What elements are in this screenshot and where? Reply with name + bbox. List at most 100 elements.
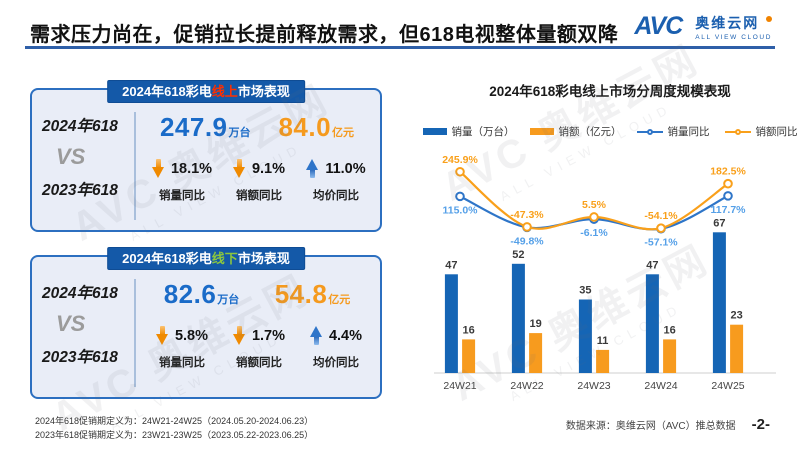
slide-footer: 数据来源：奥维云网（AVC）推总数据 -2- xyxy=(566,416,770,433)
online-highlight: 线上 xyxy=(211,84,238,99)
year-comparison: 2024年618 VS 2023年618 xyxy=(42,281,134,367)
line-point-marker xyxy=(656,223,666,233)
bar-value-label: 35 xyxy=(579,285,591,297)
revenue-yoy-metric: 1.7% 销额同比 xyxy=(223,326,295,370)
bar xyxy=(712,232,726,373)
down-arrow-icon xyxy=(151,159,165,178)
offline-highlight: 线下 xyxy=(211,251,238,266)
line-point-marker xyxy=(589,212,599,222)
legend-line-swatch-icon xyxy=(724,128,751,135)
x-tick-label: 24W25 xyxy=(711,380,744,392)
revenue-yoy-metric: 9.1% 销额同比 xyxy=(223,159,295,203)
sales-revenue-value: 84.0亿元 xyxy=(278,112,355,142)
bar-value-label: 16 xyxy=(663,324,675,336)
offline-panel-title: 2024年618彩电线下市场表现 xyxy=(107,247,305,270)
avc-logo-dot-icon xyxy=(766,16,772,22)
vertical-divider xyxy=(134,112,136,220)
x-tick-label: 24W22 xyxy=(510,380,543,392)
vertical-divider xyxy=(134,279,136,387)
avc-logo-cn: 奥维云网 xyxy=(695,14,760,31)
x-tick-label: 24W23 xyxy=(577,380,610,392)
offline-market-panel: 2024年618彩电线下市场表现 2024年618 VS 2023年618 82… xyxy=(30,247,382,399)
volume-yoy-metric: 5.8% 销量同比 xyxy=(146,326,218,370)
legend-line-marker-icon xyxy=(734,128,741,135)
legend-bar-swatch-icon xyxy=(422,128,447,135)
bar-value-label: 47 xyxy=(646,259,658,271)
bar-value-label: 67 xyxy=(713,217,725,229)
year-2023-label: 2023年618 xyxy=(42,182,118,199)
avc-logo-abbr: AVC xyxy=(634,12,683,40)
vs-label: VS xyxy=(56,311,86,336)
line-point-marker xyxy=(522,222,532,232)
down-arrow-icon xyxy=(232,159,246,178)
bar-value-label: 11 xyxy=(597,335,609,347)
legend-bar-swatch-icon xyxy=(529,128,554,135)
line-value-label: -57.1% xyxy=(644,237,678,249)
down-arrow-icon xyxy=(232,326,246,345)
legend-label: 销额（亿元） xyxy=(558,126,622,138)
bar-value-label: 19 xyxy=(529,318,541,330)
online-panel-title: 2024年618彩电线上市场表现 xyxy=(107,80,305,103)
year-2023-label: 2023年618 xyxy=(42,349,118,366)
x-tick-label: 24W21 xyxy=(443,380,476,392)
legend-item: 销量（万台） xyxy=(422,124,515,139)
avc-logo: AVC 奥维云网 ALL VIEW CLOUD xyxy=(634,12,772,41)
footnotes: 2024年618促销期定义为：24W21-24W25（2024.05.20-20… xyxy=(35,414,313,442)
chart-title: 2024年618彩电线上市场分周度规模表现 xyxy=(489,84,731,99)
bar-value-label: 23 xyxy=(730,310,742,322)
line-value-label: 5.5% xyxy=(582,199,607,211)
weekly-chart-section: 2024年618彩电线上市场分周度规模表现 销量（万台） 销额（亿元） 销量同比 销额… xyxy=(422,80,798,397)
line-value-label: -47.3% xyxy=(510,209,544,221)
bar xyxy=(529,333,543,373)
line-point-marker xyxy=(723,178,733,189)
bar xyxy=(511,263,525,373)
line-value-label: 115.0% xyxy=(442,204,478,216)
footnote-2024: 2024年618促销期定义为：24W21-24W25（2024.05.20-20… xyxy=(35,416,314,426)
sales-volume-value: 247.9万台 xyxy=(159,112,251,142)
vs-label: VS xyxy=(56,144,86,169)
line-value-label: -54.1% xyxy=(644,210,678,222)
avg-price-yoy-metric: 4.4% 均价同比 xyxy=(300,326,372,370)
sales-volume-value: 82.6万台 xyxy=(163,279,240,309)
legend-item: 销额（亿元） xyxy=(529,124,622,139)
line-value-label: -49.8% xyxy=(510,235,544,247)
chart-legend: 销量（万台） 销额（亿元） 销量同比 销额同比 xyxy=(422,124,798,139)
bar xyxy=(462,339,476,373)
line-value-label: 182.5% xyxy=(710,166,746,178)
year-2024-label: 2024年618 xyxy=(42,285,118,302)
line-point-marker xyxy=(723,191,733,201)
year-2024-label: 2024年618 xyxy=(42,118,118,135)
line-value-label: -6.1% xyxy=(580,227,608,239)
legend-item: 销量同比 xyxy=(636,124,710,139)
line-value-label: 245.9% xyxy=(442,154,478,166)
bar xyxy=(645,274,659,373)
line-point-marker xyxy=(455,166,465,177)
avg-price-yoy-metric: 11.0% 均价同比 xyxy=(300,159,372,203)
bar-value-label: 52 xyxy=(512,249,524,261)
footnote-2023: 2023年618促销期定义为：23W21-23W25（2023.05.22-20… xyxy=(35,430,314,440)
data-source: 数据来源：奥维云网（AVC）推总数据 xyxy=(565,421,736,432)
header-divider xyxy=(25,46,775,49)
up-arrow-icon xyxy=(306,159,319,178)
x-tick-label: 24W24 xyxy=(644,380,677,392)
legend-label: 销量（万台） xyxy=(451,126,515,138)
weekly-bar-line-chart: 47 52 35 47 67 16 19 11 16 23 115.0% -49.8% -6.1% -57… xyxy=(434,154,776,392)
bar-value-label: 47 xyxy=(445,259,457,271)
bar xyxy=(578,299,592,373)
line-value-label: 117.7% xyxy=(710,204,746,216)
page-number: -2- xyxy=(751,416,770,433)
bar-value-label: 16 xyxy=(462,324,474,336)
bar xyxy=(596,349,610,373)
volume-yoy-metric: 18.1% 销量同比 xyxy=(146,159,218,203)
legend-label: 销量同比 xyxy=(667,126,710,138)
up-arrow-icon xyxy=(309,326,323,345)
bar xyxy=(663,339,677,373)
legend-item: 销额同比 xyxy=(724,124,798,139)
sales-revenue-value: 54.8亿元 xyxy=(274,279,351,309)
down-arrow-icon xyxy=(155,326,169,345)
online-market-panel: 2024年618彩电线上市场表现 2024年618 VS 2023年618 24… xyxy=(30,80,382,232)
bar xyxy=(444,274,458,373)
year-comparison: 2024年618 VS 2023年618 xyxy=(42,114,134,200)
legend-line-marker-icon xyxy=(646,128,653,135)
bar xyxy=(730,324,744,373)
